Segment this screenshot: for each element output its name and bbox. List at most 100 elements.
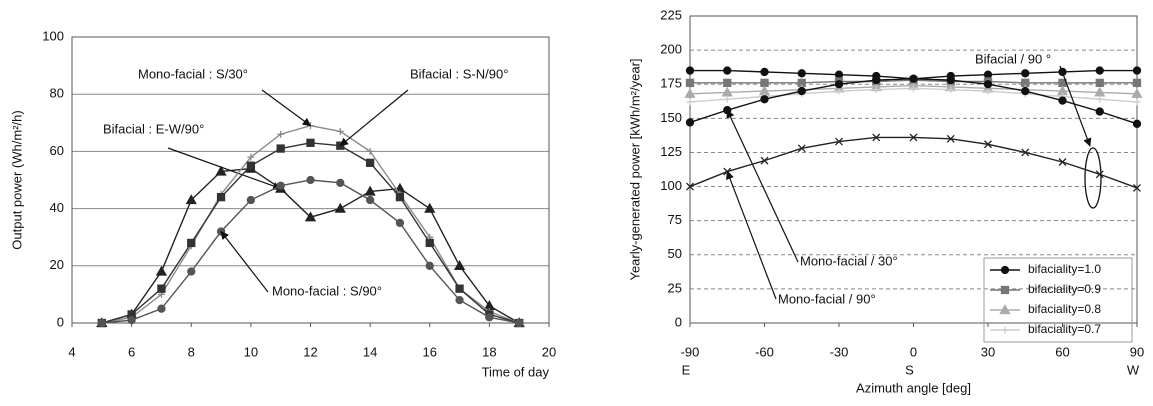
marker [395,218,405,228]
marker [336,127,344,135]
callout-arrow [726,170,777,300]
y-tick-label: 75 [668,212,682,227]
marker [910,84,917,92]
legend-box [983,257,1133,343]
series-label: Mono-facial / 30° [800,253,898,268]
marker [834,80,844,89]
marker [1095,66,1104,75]
legend-label: bifaciality=0.8 [1028,302,1101,316]
x-tick-label: 12 [303,344,317,359]
marker [425,238,434,248]
marker [246,195,256,205]
marker [185,194,197,205]
series-label: Mono-facial : S/30° [138,66,248,81]
marker [984,87,992,95]
x-tick-label: 60 [1055,344,1069,359]
marker [835,137,843,146]
marker [1131,87,1143,98]
marker [515,318,524,328]
marker [1021,86,1030,96]
marker [215,165,227,176]
marker [306,138,315,147]
marker [684,87,696,98]
marker [306,175,315,185]
callout-arrow [261,89,312,127]
marker [760,67,769,77]
marker [336,178,345,188]
x-tick-label: 30 [981,344,995,359]
y-axis-label: Output power (Wh/m²/h) [9,110,24,249]
y-tick-label: 125 [660,144,682,159]
marker [334,202,346,213]
x-tick-label: -60 [755,344,774,359]
marker [909,74,918,83]
marker [1058,158,1067,166]
marker [760,95,769,104]
marker [983,70,993,79]
marker [872,75,881,85]
x-tick-label: 4 [68,344,75,359]
marker [216,193,226,202]
marker [276,144,285,153]
marker [1132,78,1142,88]
marker [1058,96,1067,105]
x-tick-label: -90 [681,344,700,359]
marker [1095,78,1104,88]
marker [157,304,166,313]
callout-arrow [339,89,409,147]
marker [157,284,166,293]
marker [1021,69,1030,78]
marker [760,156,769,165]
y-tick-label: 0 [675,314,682,329]
legend-label: bifaciality=1.0 [1028,262,1101,276]
marker [455,295,464,305]
plot-frame [689,15,1138,324]
x-tick-label: 18 [482,344,496,359]
marker [246,161,256,170]
annotation-ellipse [1084,147,1102,209]
legend-label: bifaciality=0.9 [1028,282,1101,296]
marker [127,315,136,325]
marker [1132,66,1142,75]
marker [686,98,694,106]
marker [453,259,466,270]
marker [366,147,374,155]
x-tick-label: 16 [423,344,437,359]
y-tick-label: 80 [50,86,64,101]
y-tick-label: 175 [660,76,682,91]
marker [909,133,918,142]
direction-label: S [905,362,914,377]
y-tick-label: 50 [668,246,682,261]
marker [455,284,464,293]
marker [395,193,405,202]
marker [1095,170,1104,179]
y-tick-label: 40 [50,200,64,215]
marker [1133,183,1141,192]
callout-arrow [726,109,799,263]
marker [365,158,375,167]
marker [835,87,843,95]
marker [723,66,732,75]
marker [485,313,494,322]
marker [276,181,285,190]
marker [277,130,285,138]
marker [97,318,106,328]
marker [1000,285,1010,295]
marker [187,267,196,276]
marker [686,182,694,191]
marker [834,70,844,79]
series-label: Bifacial : S-N/90° [410,66,508,81]
y-tick-label: 200 [660,42,682,57]
marker [1000,265,1010,275]
y-axis-label: Yearly-generated power [kWh/m²/year] [627,58,642,280]
marker [797,144,806,153]
marker [797,86,806,96]
y-tick-label: 225 [660,7,682,22]
x-tick-label: 8 [188,344,195,359]
y-tick-label: 0 [57,314,64,329]
series-line [689,136,1138,189]
marker [999,304,1011,315]
marker [1095,107,1104,116]
marker [425,261,434,270]
